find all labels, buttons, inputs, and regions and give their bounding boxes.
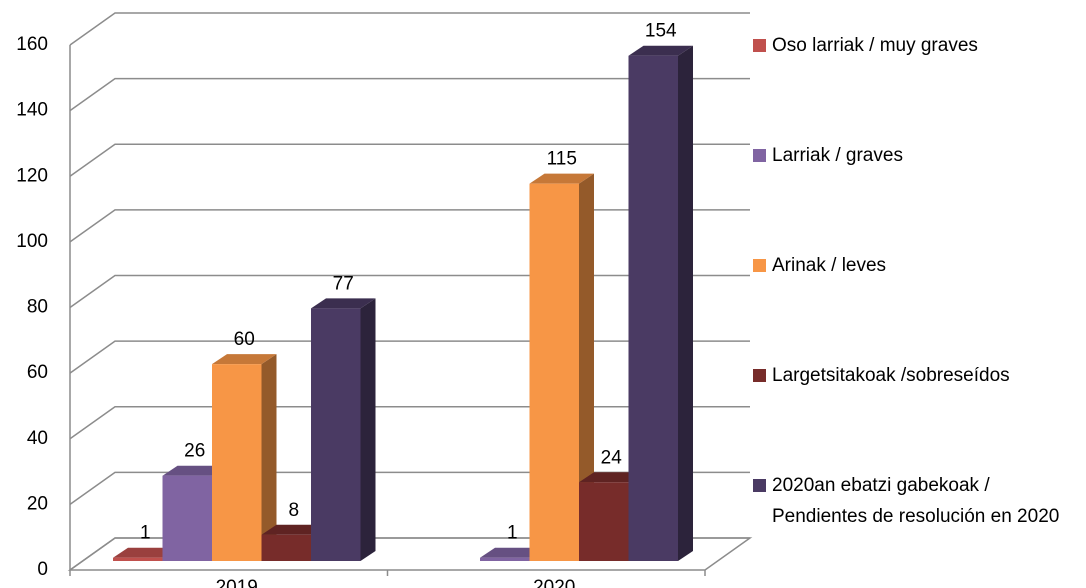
legend-item: Arinak / leves xyxy=(753,250,1082,281)
bar xyxy=(212,364,262,561)
grid-line xyxy=(69,143,750,177)
bar xyxy=(311,308,361,561)
bar-top xyxy=(628,45,693,56)
value-label: 77 xyxy=(333,273,354,294)
x-tick-label: 2020 xyxy=(533,577,575,588)
bar-top xyxy=(162,465,227,476)
legend-label: Largetsitakoak /sobreseídos xyxy=(772,365,1010,386)
value-label: 1 xyxy=(507,523,518,544)
y-tick-label: 140 xyxy=(16,100,48,121)
x-tick-label: 2019 xyxy=(216,577,258,588)
legend-swatch xyxy=(753,39,766,52)
value-label: 115 xyxy=(547,149,577,170)
grid-line xyxy=(69,77,750,112)
legend-label: Larriak / graves xyxy=(772,145,903,166)
bar-side xyxy=(678,45,693,561)
bar xyxy=(162,475,212,561)
grid-line xyxy=(69,12,750,46)
bar xyxy=(628,55,678,561)
bar-side xyxy=(360,298,376,561)
value-label: 8 xyxy=(288,500,299,521)
legend-item: Largetsitakoak /sobreseídos xyxy=(753,360,1082,391)
y-tick-label: 0 xyxy=(37,559,48,580)
legend-swatch xyxy=(753,479,766,492)
bar-top xyxy=(113,547,178,558)
bar xyxy=(113,557,163,561)
bar-top xyxy=(480,547,545,558)
legend-label: Oso larriak / muy graves xyxy=(772,35,978,56)
value-label: 60 xyxy=(234,329,255,350)
legend-swatch xyxy=(753,149,766,162)
y-tick-label: 80 xyxy=(27,297,48,318)
bar-top xyxy=(311,298,376,309)
y-tick-label: 100 xyxy=(16,231,48,252)
legend-item: Oso larriak / muy graves xyxy=(753,30,1082,61)
y-tick-label: 60 xyxy=(27,362,48,383)
bar-top xyxy=(212,354,277,365)
bar-top xyxy=(529,173,594,184)
legend-swatch xyxy=(753,369,766,382)
bar xyxy=(480,557,530,561)
value-label: 1 xyxy=(140,523,151,544)
value-label: 26 xyxy=(184,441,205,462)
bar-top xyxy=(261,524,326,535)
bar-side xyxy=(579,173,594,561)
bar xyxy=(261,534,311,561)
y-tick-label: 120 xyxy=(16,165,48,186)
legend-label: Arinak / leves xyxy=(772,255,887,276)
y-tick-label: 160 xyxy=(16,34,48,55)
bar xyxy=(529,183,579,561)
bar-top xyxy=(579,472,644,483)
bar-side xyxy=(261,354,277,561)
y-tick-label: 40 xyxy=(27,428,48,449)
legend-item: 2020an ebatzi gabekoak / Pendientes de r… xyxy=(753,470,1082,532)
bar xyxy=(579,482,629,561)
value-label: 154 xyxy=(645,21,677,42)
y-tick-label: 20 xyxy=(27,493,48,514)
value-label: 24 xyxy=(601,447,623,468)
legend-swatch xyxy=(753,259,766,272)
legend-label: 2020an ebatzi gabekoak / Pendientes de r… xyxy=(772,475,1060,527)
legend-item: Larriak / graves xyxy=(753,140,1082,171)
